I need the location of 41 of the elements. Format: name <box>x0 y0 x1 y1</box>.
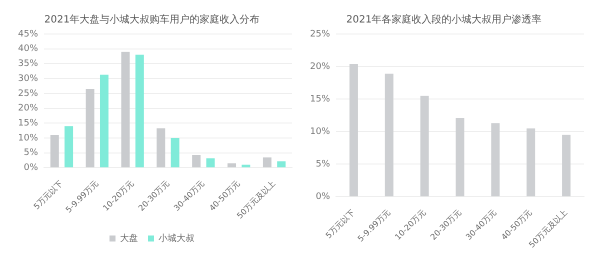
y-tick-label: 25% <box>18 88 38 99</box>
bar <box>262 157 272 168</box>
x-tick-label: 5万元以下 <box>32 178 65 212</box>
y-tick-label: 25% <box>310 29 330 40</box>
bar <box>50 135 59 168</box>
y-tick-label: 15% <box>310 94 330 104</box>
y-tick-label: 35% <box>18 59 38 70</box>
y-tick-label: 5% <box>24 148 38 158</box>
bar <box>64 126 74 168</box>
y-tick-label: 20% <box>310 62 330 72</box>
bar <box>156 128 166 168</box>
bar <box>456 118 464 196</box>
legend-label: 大盘 <box>120 232 138 244</box>
y-tick-label: 40% <box>18 44 38 54</box>
bar <box>170 138 180 168</box>
chart-title: 2021年大盘与小城大叔购车用户的家庭收入分布 <box>44 14 260 26</box>
legend-label: 小城大叔 <box>158 232 194 244</box>
y-tick-label: 20% <box>18 104 38 114</box>
bar <box>562 134 571 196</box>
bar <box>349 64 358 196</box>
y-tick-label: 30% <box>18 74 38 84</box>
y-tick-label: 0% <box>24 163 38 174</box>
bar <box>100 74 108 168</box>
y-tick-label: 10% <box>310 126 330 137</box>
y-tick-label: 45% <box>18 29 38 40</box>
chart-title: 2021年各家庭收入段的小城大叔用户渗透率 <box>346 14 542 26</box>
bar <box>526 128 536 196</box>
y-tick-label: 15% <box>18 118 38 128</box>
bar <box>135 54 144 168</box>
y-tick-label: 5% <box>316 160 330 170</box>
bar <box>277 161 286 168</box>
y-tick-label: 10% <box>18 133 38 144</box>
bar <box>206 158 215 168</box>
y-tick-label: 0% <box>316 192 330 202</box>
bar <box>192 154 201 168</box>
bar <box>420 96 429 196</box>
bar <box>491 123 500 196</box>
bar <box>86 88 94 168</box>
bar <box>121 52 130 168</box>
x-tick-label: 5万元以下 <box>324 208 357 240</box>
bar <box>384 74 394 196</box>
